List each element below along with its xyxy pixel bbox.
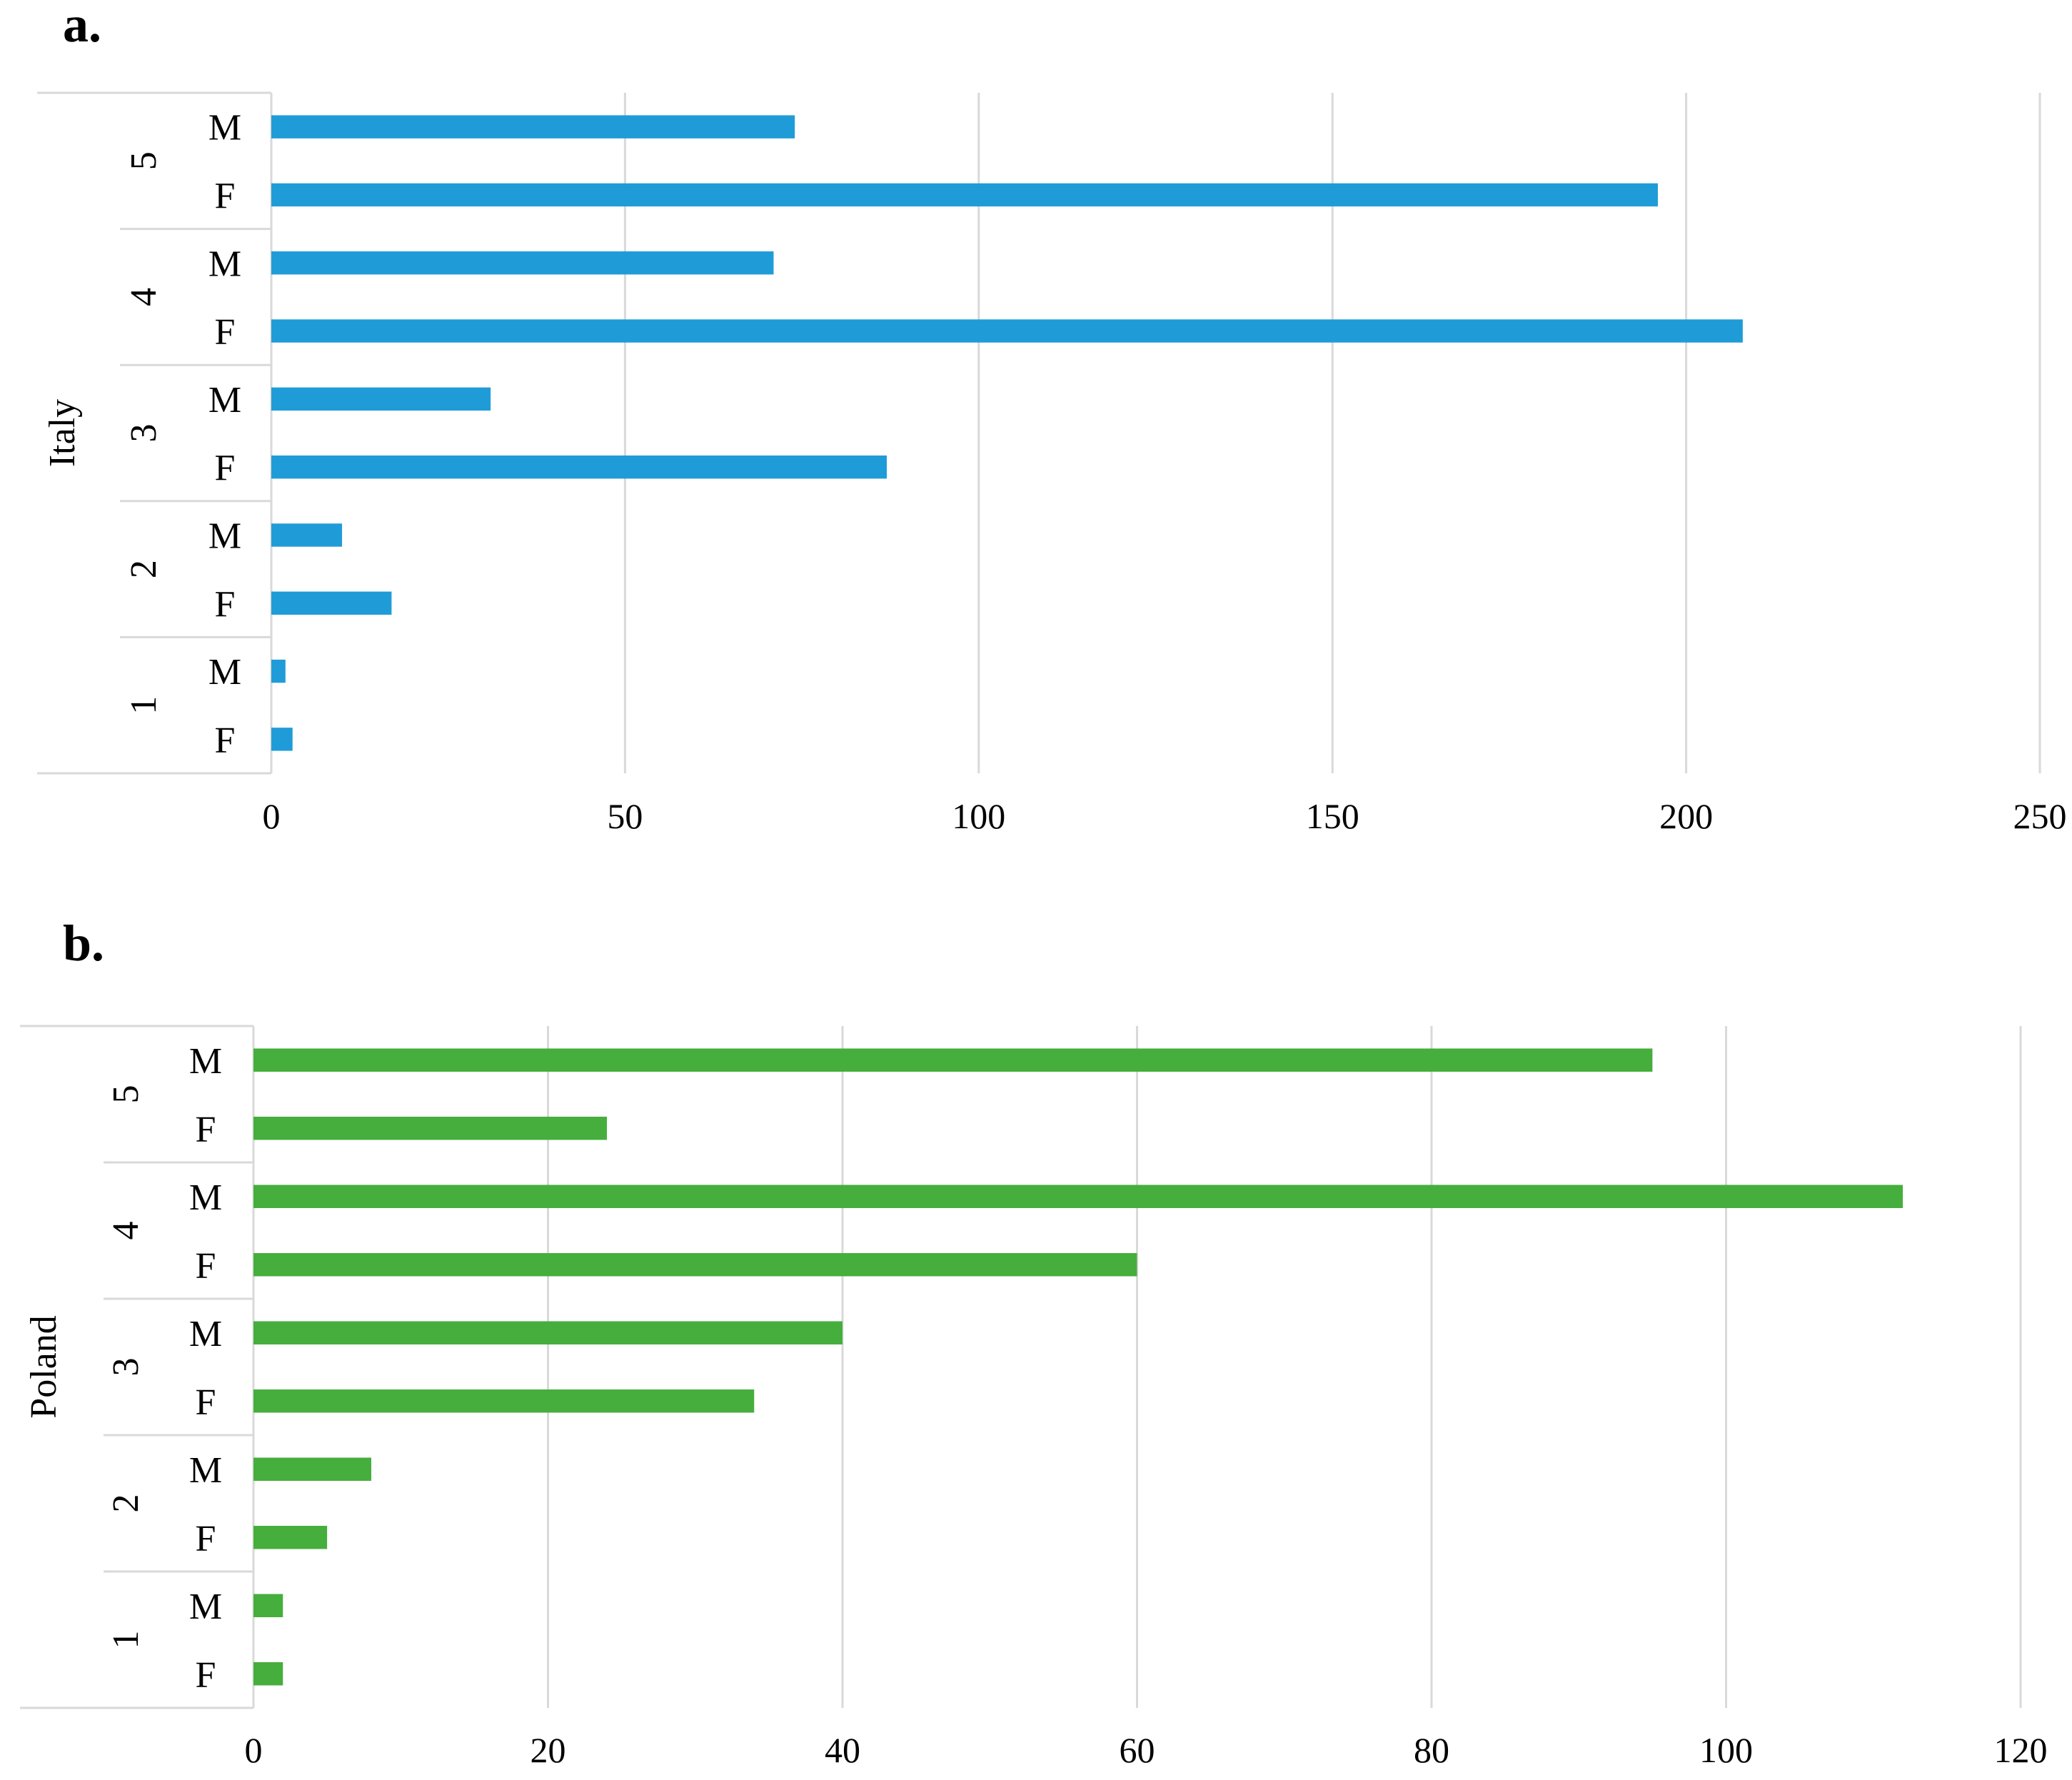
x-tick-label: 150 [1306,796,1359,836]
x-tick-label: 20 [530,1730,566,1770]
bar [253,1185,1903,1208]
x-tick-label: 0 [245,1730,263,1770]
bar [253,1253,1137,1276]
x-tick-label: 0 [263,796,281,836]
sex-label: M [208,108,241,149]
bar [271,115,795,138]
sex-label: F [215,720,236,760]
bar [253,1117,607,1140]
bar [271,388,491,411]
bar [271,523,342,546]
group-label: 1 [106,1631,146,1649]
group-label: 3 [124,424,164,443]
x-tick-label: 100 [952,796,1005,836]
group-label: 5 [106,1085,146,1104]
x-tick-label: 120 [1994,1730,2048,1770]
bar [271,183,1658,206]
sex-label: F [196,1518,216,1559]
bar [253,1322,843,1344]
sex-label: M [208,652,241,693]
panel-label: b. [63,915,104,972]
group-label: 5 [124,151,164,170]
bar [271,592,391,615]
sex-label: F [196,1109,216,1150]
group-label: 4 [124,288,164,306]
bar [271,319,1743,342]
sex-label: F [196,1382,216,1422]
sex-label: F [215,584,236,625]
bar [271,251,773,274]
group-label: 4 [106,1222,146,1240]
group-label: 2 [106,1494,146,1513]
bar [253,1389,754,1412]
bar [253,1526,327,1549]
sex-label: F [215,448,236,488]
sex-label: M [208,243,241,284]
sex-label: M [189,1314,222,1354]
x-tick-label: 80 [1414,1730,1449,1770]
sex-label: M [189,1177,222,1218]
x-tick-label: 100 [1699,1730,1753,1770]
bar [253,1458,371,1481]
sex-label: M [189,1587,222,1627]
bar [253,1594,283,1617]
sex-label: M [189,1041,222,1082]
sex-label: F [196,1654,216,1695]
sex-label: M [189,1450,222,1491]
x-tick-label: 40 [825,1730,860,1770]
sex-label: F [215,176,236,216]
x-tick-label: 250 [2013,796,2067,836]
bar [271,660,286,683]
x-tick-label: 60 [1120,1730,1155,1770]
bar [253,1662,283,1685]
sex-label: M [208,380,241,421]
country-label: Italy [42,399,83,467]
sex-label: F [215,312,236,353]
bar [253,1049,1652,1072]
bar [271,728,293,750]
bar [271,456,887,478]
sex-label: M [208,516,241,556]
group-label: 3 [106,1358,146,1377]
group-label: 1 [124,696,164,715]
panel-label: a. [63,0,101,53]
sex-label: F [196,1245,216,1286]
country-label: Poland [24,1315,64,1418]
x-tick-label: 200 [1659,796,1713,836]
group-label: 2 [124,560,164,578]
x-tick-label: 50 [607,796,643,836]
